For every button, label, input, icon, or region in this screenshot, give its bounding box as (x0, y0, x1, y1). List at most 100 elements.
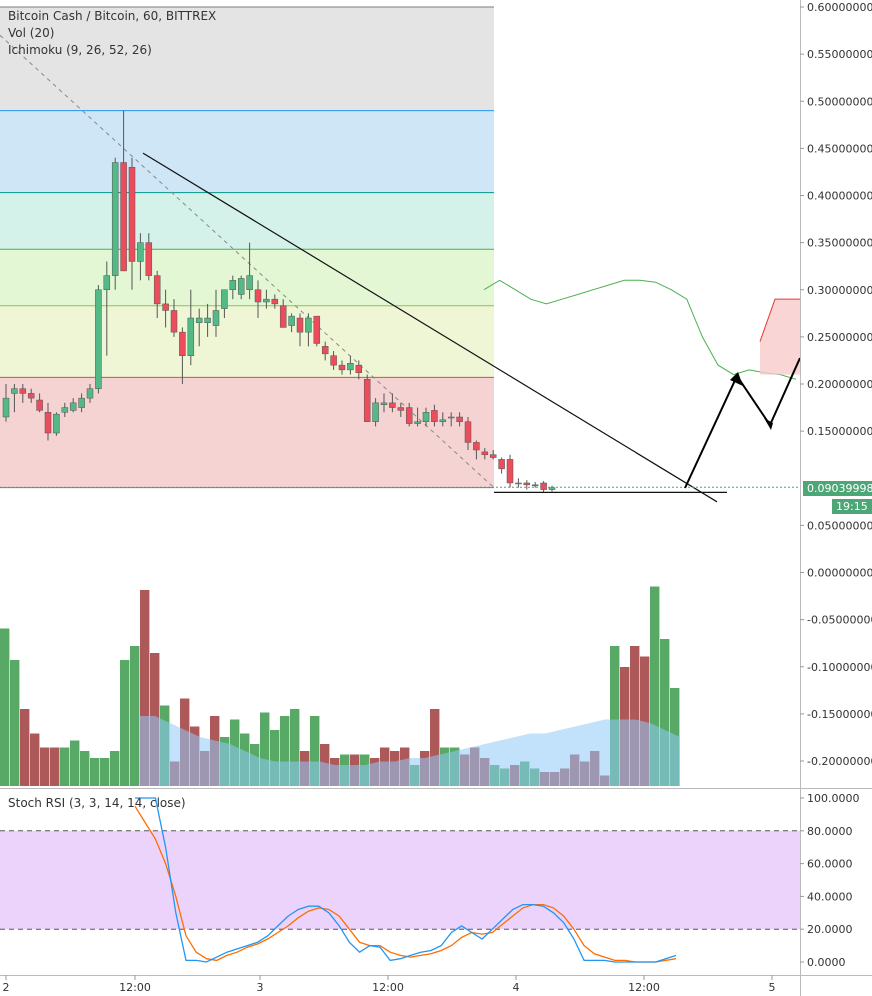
fib-zone (0, 305, 494, 378)
candle-body (128, 166, 136, 262)
candle-body (254, 289, 262, 303)
projection-path (684, 357, 801, 489)
price-tick-label: 0.45000000 (807, 142, 872, 155)
price-tick-label: -0.10000000 (807, 661, 872, 674)
downtrend-line (142, 152, 718, 503)
stoch-rsi-pane (0, 797, 800, 963)
candle-body (338, 364, 346, 371)
candle-body (61, 407, 69, 413)
price-tick-label: 0.55000000 (807, 48, 872, 61)
candle-body (380, 402, 388, 405)
volume-bar (130, 646, 140, 786)
candle-body (531, 484, 539, 487)
candle-body (103, 275, 111, 290)
candle-body (498, 459, 505, 470)
candle-body (473, 442, 480, 451)
candle-body (162, 303, 169, 311)
candle-body (279, 305, 287, 328)
candle-body (296, 317, 304, 333)
rsi-tick-label: 0.0000 (807, 956, 846, 969)
volume-bar (270, 730, 280, 786)
candle-body (456, 416, 463, 422)
candle-body (305, 317, 312, 333)
volume-bar (20, 709, 30, 786)
candle-body (204, 317, 211, 323)
candle-body (78, 397, 85, 408)
candle-body (523, 482, 531, 486)
rsi-tick-label: 20.0000 (807, 923, 853, 936)
candle-body (288, 315, 295, 326)
volume-bar (630, 646, 640, 786)
candle-body (170, 310, 178, 333)
price-tick-label: 0.30000000 (807, 284, 872, 297)
candle-body (195, 317, 203, 323)
candle-body (439, 419, 447, 422)
volume-bar (110, 751, 120, 786)
price-tick-label: 0.20000000 (807, 378, 872, 391)
candle-body (447, 416, 455, 419)
volume-bar (610, 646, 620, 786)
candle-body (137, 242, 144, 262)
candle-body (221, 289, 228, 309)
candle-body (19, 388, 27, 394)
volume-bar (120, 660, 130, 786)
stoch-rsi-d-line (134, 805, 677, 963)
volume-bar (280, 716, 290, 786)
price-tick-label: -0.15000000 (807, 708, 872, 721)
candle-body (86, 388, 94, 399)
price-pane (0, 6, 801, 503)
volume-bar (0, 628, 10, 786)
ichimoku-indicator-label: Ichimoku (9, 26, 52, 26) (8, 43, 152, 57)
volume-bar (650, 586, 660, 786)
volume-bar (100, 758, 110, 786)
candle-body (271, 298, 279, 305)
volume-bar (40, 747, 50, 786)
rsi-tick-label: 80.0000 (807, 825, 853, 838)
time-tick-label: 2 (3, 981, 10, 994)
candle-body (2, 397, 10, 418)
price-tick-label: 0.05000000 (807, 519, 872, 532)
time-tick-label: 12:00 (372, 981, 404, 994)
candle-body (355, 364, 363, 373)
candle-body (313, 315, 321, 344)
candle-body (212, 310, 220, 326)
time-tick-label: 12:00 (119, 981, 151, 994)
volume-bar (90, 758, 100, 786)
price-tick-label: 0.15000000 (807, 425, 872, 438)
time-tick-label: 3 (257, 981, 264, 994)
candle-body (481, 451, 489, 455)
last-price-tag: 0.09039998 (803, 481, 872, 496)
volume-bar (30, 733, 40, 786)
candle-body (321, 346, 329, 355)
candle-body (237, 278, 245, 295)
candle-body (44, 412, 52, 434)
countdown-tag: 19:15 (832, 499, 872, 514)
candle-body (111, 162, 119, 276)
ichimoku-cloud-red (760, 299, 800, 375)
candle-body (431, 410, 438, 422)
volume-pane (0, 586, 680, 786)
candle-body (330, 355, 337, 366)
candle-body (95, 289, 102, 389)
price-tick-label: 0.40000000 (807, 190, 872, 203)
candle-body (229, 280, 237, 291)
rsi-tick-label: 100.0000 (807, 792, 860, 805)
volume-bar (60, 747, 70, 786)
fib-zone (0, 192, 494, 250)
price-tick-label: 0.50000000 (807, 95, 872, 108)
candle-body (145, 242, 153, 276)
volume-bar (290, 709, 300, 786)
candle-body (363, 379, 371, 422)
symbol-title: Bitcoin Cash / Bitcoin, 60, BITTREX (8, 9, 217, 23)
projection-arrowhead (764, 418, 773, 430)
time-tick-label: 5 (769, 981, 776, 994)
projection-arrowhead (730, 372, 743, 386)
price-tick-label: 0.25000000 (807, 331, 872, 344)
volume-bar (310, 716, 320, 786)
stoch-rsi-label: Stoch RSI (3, 3, 14, 14, close) (8, 796, 186, 810)
candle-body (153, 275, 161, 305)
candle-body (548, 487, 556, 490)
price-tick-label: 0.60000000 (807, 1, 872, 14)
candle-body (397, 407, 405, 411)
